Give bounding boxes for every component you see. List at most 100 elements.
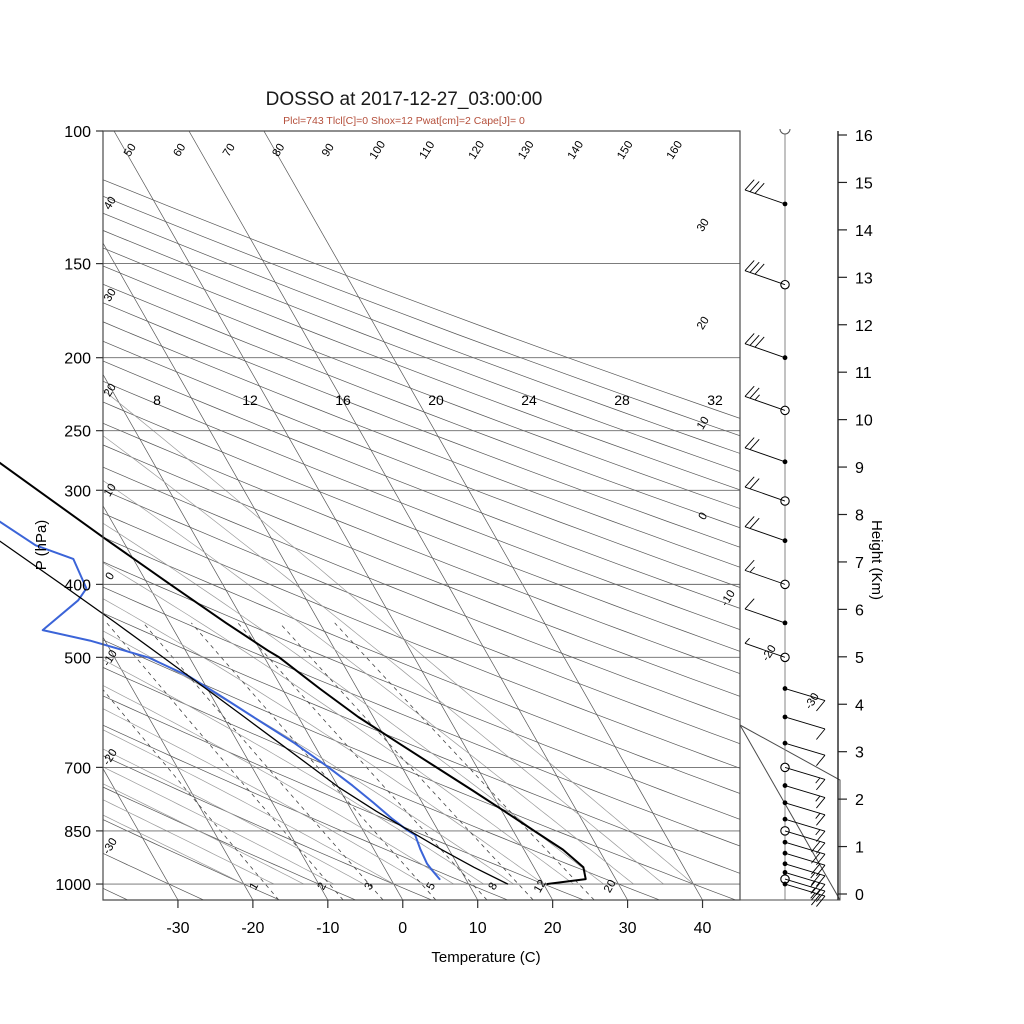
temperature-axis: -30 -20 -10 0 10 20 30 40 [166,900,712,937]
pressure-tick-label: 150 [64,257,91,274]
temperature-axis-label: Temperature (C) [431,949,540,966]
wind-level-marker-dot [782,800,788,806]
height-tick-label: 5 [855,650,864,667]
pressure-tick-label: 850 [64,824,91,841]
height-tick-label: 7 [855,555,864,572]
svg-text:8: 8 [487,881,501,893]
svg-text:20: 20 [102,382,119,399]
wind-level-marker-dot [782,869,788,875]
height-tick-label: 2 [855,792,864,809]
height-tick-label: 3 [855,745,864,762]
temperature-tick-label: 30 [619,920,637,937]
wind-barb [782,740,826,766]
height-tick-label: 8 [855,508,864,525]
wind-barb [782,714,826,740]
trace-dewpoint [0,520,441,881]
wind-barb [744,437,788,465]
page-title: DOSSO at 2017-12-27_03:00:00 [266,89,543,110]
temperature-tick-label: 40 [694,920,712,937]
svg-text:80: 80 [270,142,287,159]
wind-barb [744,559,790,590]
wind-barb [744,333,788,361]
trace-parcel-path [0,540,509,885]
pressure-axis-label: P (hPa) [33,520,50,571]
height-tick-label: 1 [855,840,864,857]
svg-text:24: 24 [521,392,537,408]
temperature-tick-label: 10 [469,920,487,937]
grid-layer [103,131,740,900]
svg-text:2: 2 [316,881,330,893]
pressure-tick-label: 400 [64,577,91,594]
height-tick-label: 11 [855,365,872,382]
wind-barb [782,861,826,887]
pressure-tick-label: 200 [64,351,91,368]
height-axis-label: Height (Km) [868,520,885,600]
height-tick-label: 12 [855,318,873,335]
svg-text:70: 70 [221,142,238,159]
svg-text:12: 12 [532,878,549,895]
wind-barb [744,179,788,207]
svg-text:10: 10 [102,482,119,499]
svg-text:8: 8 [153,392,161,408]
wind-barb [782,783,826,809]
svg-text:30: 30 [695,217,712,234]
svg-text:90: 90 [320,142,337,159]
pressure-tick-label: 300 [64,483,91,500]
height-tick-label: 4 [855,697,864,714]
grid-label-layer: 50 60 70 80 90 100 110 120 130 140 150 160403020100… [101,139,822,895]
height-tick-label: 13 [855,270,873,287]
wind-level-marker-dot [782,740,788,746]
height-tick-label: 15 [855,175,873,192]
pressure-axis: 100 150 200 250 300 400 500 700 850 1000 [55,124,103,894]
svg-text:50: 50 [122,142,139,159]
wind-level-marker-dot [782,714,788,720]
wind-barb [782,816,826,842]
pressure-tick-label: 500 [64,650,91,667]
svg-text:32: 32 [707,392,723,408]
temperature-tick-label: 20 [544,920,562,937]
wind-level-marker-dot [782,686,788,691]
height-tick-label: 6 [855,602,864,619]
sounding-indices-subtitle: Plcl=743 Tlcl[C]=0 Shox=12 Pwat[cm]=2 Ca… [283,115,525,127]
svg-text:10: 10 [695,415,712,432]
svg-text:1: 1 [248,881,262,893]
wind-barb [782,686,826,712]
wind-barb [744,476,790,506]
height-tick-label: 14 [855,223,873,240]
trace-temperature [0,461,587,885]
wind-level-marker-dot [782,881,788,887]
svg-text:20: 20 [428,392,444,408]
wind-barb [780,762,826,791]
wind-barb [782,881,826,907]
svg-text:0: 0 [104,571,118,583]
svg-text:20: 20 [695,315,712,332]
svg-text:5: 5 [425,881,439,893]
wind-level-marker-dot [782,201,788,207]
wind-barb-column [744,128,826,907]
temperature-tick-label: -10 [316,920,339,937]
svg-text:0: 0 [697,511,711,523]
svg-text:20: 20 [602,878,619,895]
svg-text:3: 3 [363,881,377,893]
svg-text:60: 60 [171,142,188,159]
wind-barb [780,874,826,902]
wind-barb [744,637,790,663]
pressure-tick-label: 1000 [55,877,91,894]
wind-level-marker-dot [782,850,788,856]
height-tick-label: 16 [855,128,873,145]
sounding-trace-layer [0,461,587,885]
temperature-tick-label: -30 [166,920,189,937]
height-tick-label: 0 [855,887,864,904]
wind-barb [782,800,826,826]
height-tick-label: 9 [855,460,864,477]
wind-barb [744,260,790,290]
svg-text:28: 28 [614,392,630,408]
pressure-tick-label: 100 [64,124,91,141]
wind-barb [744,385,790,416]
wind-barb [744,598,788,626]
plot-frame [102,130,841,901]
